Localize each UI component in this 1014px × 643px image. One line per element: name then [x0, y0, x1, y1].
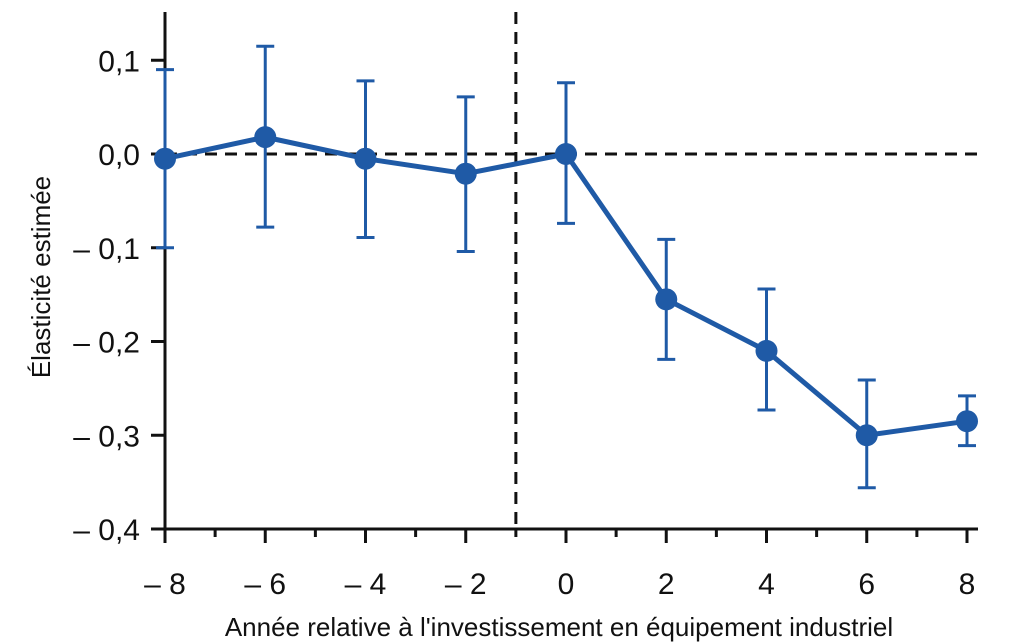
data-point: [856, 424, 878, 446]
y-tick-label: – 0,3: [73, 420, 140, 453]
y-axis-title: Élasticité estimée: [26, 176, 56, 378]
x-tick-label: – 8: [144, 568, 186, 601]
y-tick-label: 0,0: [98, 139, 140, 172]
x-tick-label: – 6: [244, 568, 286, 601]
x-axis-title: Année relative à l'investissement en équ…: [225, 612, 893, 642]
data-point: [555, 143, 577, 165]
tick-labels: – 8 – 6 – 4 – 2 0 2 4 6 8 0,1 0,0 – 0,1 – 0,2 – 0,3 – …: [73, 45, 975, 601]
data-point: [756, 340, 778, 362]
y-tick-label: – 0,2: [73, 327, 140, 360]
x-tick-label: – 2: [445, 568, 487, 601]
y-tick-label: 0,1: [98, 45, 140, 78]
data-point: [254, 126, 276, 148]
y-tick-label: – 0,1: [73, 233, 140, 266]
x-tick-label: 8: [959, 568, 976, 601]
x-tick-label: 2: [658, 568, 675, 601]
x-tick-label: – 4: [345, 568, 387, 601]
data-point: [455, 163, 477, 185]
y-tick-label: – 0,4: [73, 514, 140, 547]
data-point: [154, 148, 176, 170]
data-point: [355, 148, 377, 170]
x-tick-label: 4: [758, 568, 775, 601]
reference-lines: [165, 12, 978, 529]
data-point: [655, 288, 677, 310]
x-tick-label: 0: [558, 568, 575, 601]
data-point: [956, 410, 978, 432]
x-tick-label: 6: [858, 568, 875, 601]
